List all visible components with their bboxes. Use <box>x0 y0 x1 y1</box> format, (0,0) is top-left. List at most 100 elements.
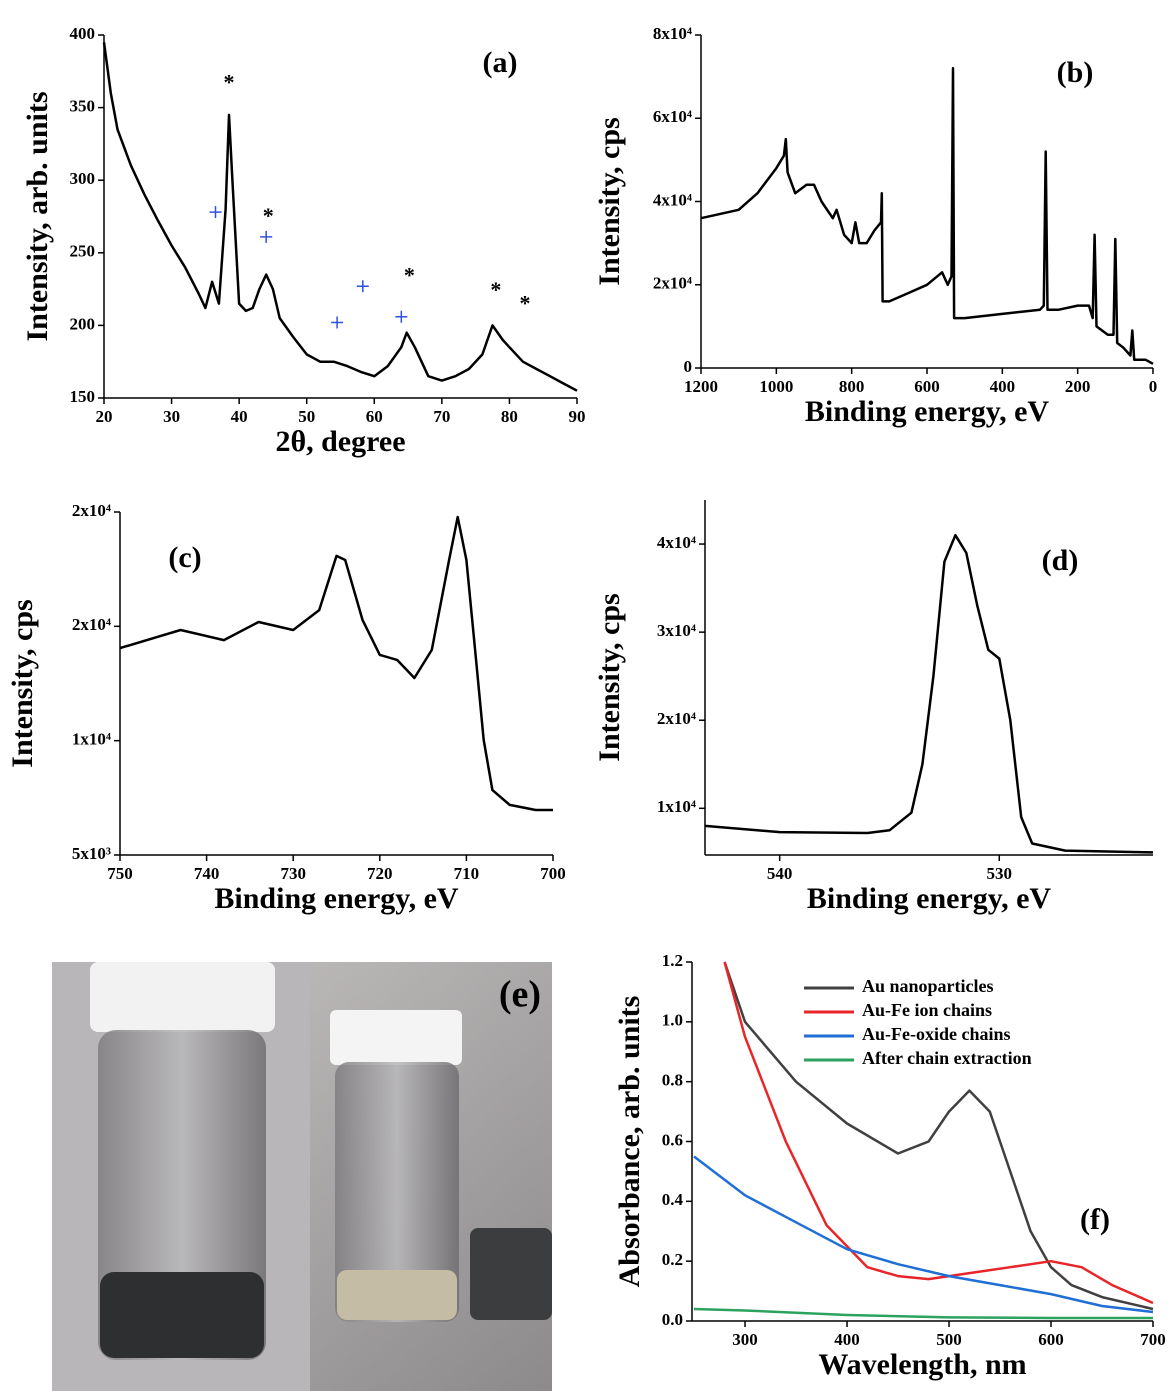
y-tick-label: 2x10⁴ <box>72 615 111 634</box>
data-line <box>119 515 553 812</box>
y-tick-label: 0.2 <box>662 1250 683 1269</box>
y-tick-label: 2x10⁴ <box>72 501 111 520</box>
y-tick-label: 1x10⁴ <box>72 730 111 749</box>
y-tick-label: 2x10⁴ <box>653 274 692 293</box>
y-tick-label: 350 <box>70 97 96 116</box>
x-tick-label: 540 <box>767 864 793 883</box>
x-tick-label: 40 <box>231 407 248 426</box>
data-line <box>723 961 1154 1311</box>
y-tick-label: 1.0 <box>662 1011 683 1030</box>
data-line <box>700 67 1154 365</box>
x-tick-label: 600 <box>914 377 940 396</box>
x-axis-label: Binding energy, eV <box>214 882 459 915</box>
panel-label: (a) <box>483 46 518 79</box>
x-axis-label: Wavelength, nm <box>818 1348 1026 1381</box>
clear-liquid <box>337 1270 457 1320</box>
x-tick-label: 0 <box>1149 377 1158 396</box>
y-tick-label: 5x10³ <box>72 844 111 863</box>
x-tick-label: 1200 <box>684 377 718 396</box>
y-tick-label: 6x10⁴ <box>653 107 692 126</box>
cap <box>330 1010 462 1065</box>
x-tick-label: 400 <box>834 1330 860 1349</box>
y-tick-label: 0.4 <box>662 1190 684 1209</box>
y-axis-label: Absorbance, arb. units <box>613 996 646 1288</box>
x-tick-label: 710 <box>454 864 480 883</box>
y-tick-label: 4x10⁴ <box>653 190 692 209</box>
y-tick-label: 300 <box>70 169 96 188</box>
x-tick-label: 750 <box>107 864 133 883</box>
x-tick-label: 720 <box>367 864 393 883</box>
y-tick-label: 1x10⁴ <box>657 797 696 816</box>
y-tick-label: 0 <box>684 357 693 376</box>
panel: 540 530 1x10⁴ 2x10⁴ 3x10⁴ 4x10⁴ Binding energy… <box>593 500 1154 915</box>
panel: 20 30 40 50 60 70 80 90 150 200 250 300 350 400 2θ, de… <box>21 24 586 458</box>
panel-label: (b) <box>1057 56 1094 89</box>
plus-marker <box>331 316 344 329</box>
y-tick-label: 3x10⁴ <box>657 621 696 640</box>
x-tick-label: 700 <box>1140 1330 1166 1349</box>
x-tick-label: 740 <box>194 864 220 883</box>
legend-label: Au-Fe-oxide chains <box>862 1024 1011 1044</box>
x-tick-label: 20 <box>96 407 113 426</box>
x-tick-label: 400 <box>990 377 1016 396</box>
panel-label: (e) <box>499 974 541 1016</box>
legend-label: Au-Fe ion chains <box>862 1000 992 1020</box>
magnet <box>470 1228 552 1320</box>
plus-marker <box>395 310 408 323</box>
x-tick-label: 70 <box>433 407 450 426</box>
data-line <box>693 1307 1153 1320</box>
x-tick-label: 30 <box>163 407 180 426</box>
x-tick-label: 800 <box>839 377 865 396</box>
panel: 750 740 730 720 710 700 5x10³ 1x10⁴ 2x10⁴ 2x10⁴ Bi… <box>6 501 566 915</box>
x-axis-label: Binding energy, eV <box>805 395 1050 428</box>
plus-marker <box>356 280 369 293</box>
data-line <box>693 1155 1154 1314</box>
legend-label: After chain extraction <box>862 1048 1032 1068</box>
y-axis-label: Intensity, cps <box>6 599 39 767</box>
panel: 300 400 500 600 700 0.0 0.2 0.4 0.6 0.8 1.0 1.2 Wave… <box>613 951 1166 1381</box>
annotation: * <box>263 203 274 228</box>
y-tick-label: 4x10⁴ <box>657 533 696 552</box>
y-tick-label: 250 <box>70 242 96 261</box>
panel-label: (f) <box>1080 1203 1110 1236</box>
x-axis-label: 2θ, degree <box>275 425 405 458</box>
y-tick-label: 2x10⁴ <box>657 709 696 728</box>
panel: 1200 1000 800 600 400 200 0 0 2x10⁴ 4x10⁴ 6x10⁴ 8x1… <box>593 24 1157 428</box>
x-tick-label: 600 <box>1038 1330 1064 1349</box>
x-tick-label: 200 <box>1065 377 1091 396</box>
y-tick-label: 200 <box>70 314 96 333</box>
y-axis-label: Intensity, arb. units <box>21 91 54 341</box>
y-tick-label: 8x10⁴ <box>653 24 692 43</box>
vial <box>335 1062 459 1322</box>
data-line <box>704 533 1154 854</box>
x-tick-label: 1000 <box>759 377 793 396</box>
legend-label: Au nanoparticles <box>862 976 994 996</box>
data-line <box>102 42 578 392</box>
x-axis-label: Binding energy, eV <box>807 882 1052 915</box>
x-tick-label: 500 <box>936 1330 962 1349</box>
x-tick-label: 300 <box>732 1330 758 1349</box>
x-tick-label: 700 <box>540 864 566 883</box>
x-tick-label: 530 <box>987 864 1013 883</box>
y-tick-label: 1.2 <box>662 951 683 970</box>
photo: (e) <box>52 962 552 1391</box>
x-tick-label: 80 <box>501 407 518 426</box>
y-tick-label: 150 <box>70 387 96 406</box>
x-tick-label: 90 <box>569 407 586 426</box>
x-tick-label: 60 <box>366 407 383 426</box>
x-tick-label: 730 <box>280 864 306 883</box>
plus-marker <box>260 230 273 243</box>
panel-label: (c) <box>168 541 201 574</box>
annotation: * <box>404 263 415 288</box>
dark-liquid <box>100 1272 264 1358</box>
data-line <box>723 961 1154 1305</box>
y-tick-label: 400 <box>70 24 96 43</box>
y-tick-label: 0.8 <box>662 1071 683 1090</box>
y-axis-label: Intensity, cps <box>593 117 626 285</box>
x-tick-label: 50 <box>298 407 315 426</box>
panel-label: (d) <box>1042 544 1079 577</box>
y-tick-label: 0.0 <box>662 1310 683 1329</box>
y-axis-label: Intensity, cps <box>593 593 626 761</box>
annotation: * <box>224 70 235 95</box>
